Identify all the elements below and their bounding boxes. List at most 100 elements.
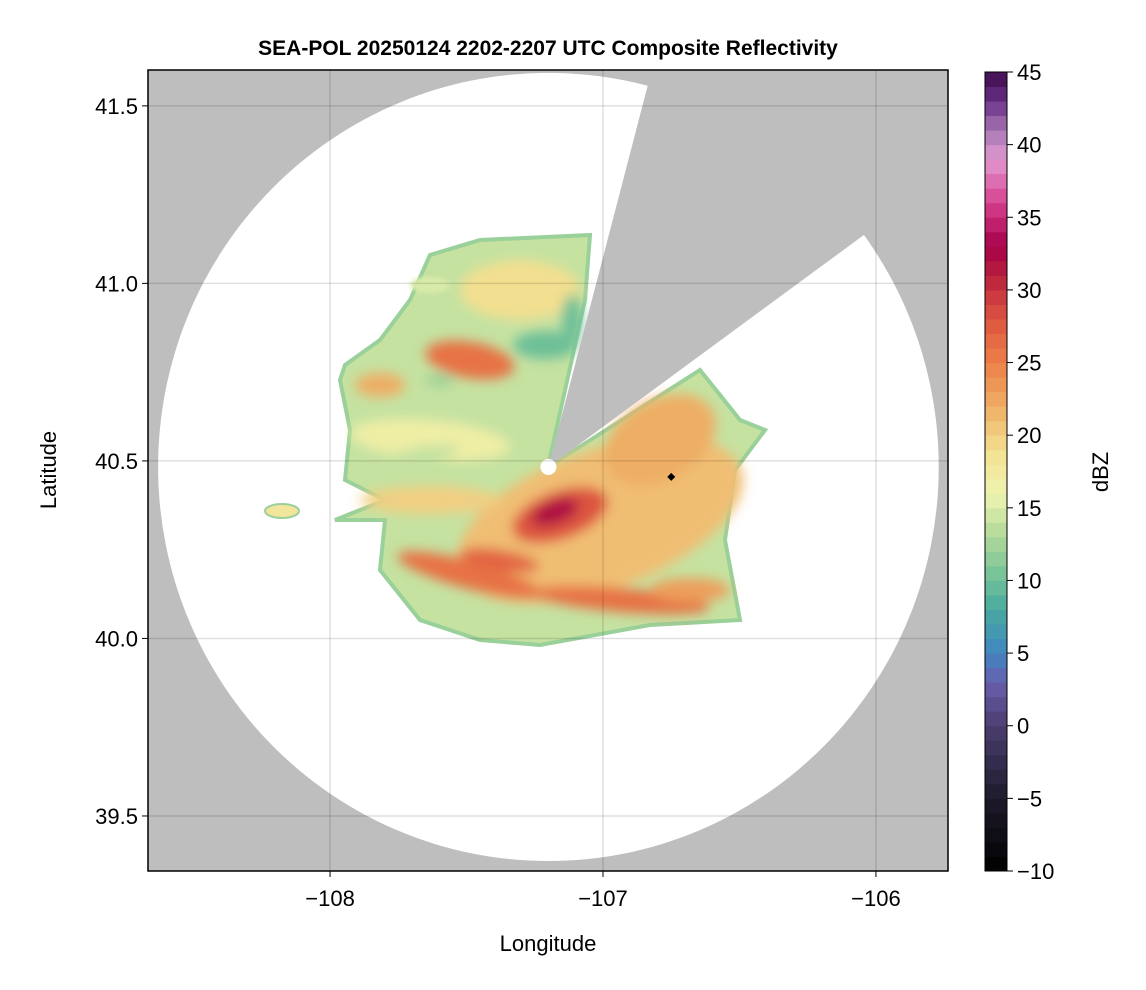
echo-cell [380, 444, 460, 466]
colorbar-segment [985, 653, 1007, 669]
radar-site [540, 458, 557, 475]
colorbar-segment [985, 624, 1007, 640]
colorbar-segment [985, 507, 1007, 523]
echo-intensity [350, 260, 743, 615]
blocked-sector [548, 70, 948, 467]
chart-title: SEA-POL 20250124 2202-2207 UTC Composite… [258, 37, 838, 60]
colorbar-segment [985, 391, 1007, 407]
colorbar-segment [985, 420, 1007, 436]
colorbar-segment [985, 406, 1007, 422]
colorbar-segment [985, 362, 1007, 378]
colorbar-segment [985, 827, 1007, 843]
colorbar-tick-label: −5 [1017, 786, 1042, 811]
colorbar-segment [985, 348, 1007, 364]
colorbar-segment [985, 188, 1007, 204]
colorbar-tick-label: 0 [1017, 714, 1029, 739]
colorbar-segment [985, 783, 1007, 799]
y-tick-label: 41.5 [95, 94, 138, 119]
plot-area [148, 70, 948, 871]
echo-isolated-cell [264, 503, 300, 519]
reflectivity-field [264, 232, 769, 648]
colorbar-tick-label: 25 [1017, 351, 1041, 376]
colorbar-tick-label: 35 [1017, 205, 1041, 230]
x-tick-label: −107 [578, 886, 628, 911]
colorbar-tick-label: 45 [1017, 60, 1041, 85]
colorbar-segment [985, 536, 1007, 552]
colorbar-segment [985, 304, 1007, 320]
colorbar-segment [985, 740, 1007, 756]
colorbar-segment [985, 377, 1007, 393]
echo-cell [350, 418, 510, 462]
colorbar-segment [985, 754, 1007, 770]
x-tick-label: −108 [305, 886, 355, 911]
colorbar-segment [985, 159, 1007, 175]
echo-cell [355, 373, 405, 397]
echo-cell [650, 578, 730, 602]
colorbar-segment [985, 580, 1007, 596]
colorbar-segment [985, 769, 1007, 785]
colorbar-segment [985, 594, 1007, 611]
y-tick-label: 40.0 [95, 626, 138, 651]
colorbar-segment [985, 275, 1007, 291]
y-tick-label: 40.5 [95, 449, 138, 474]
colorbar-segment [985, 522, 1007, 538]
colorbar-segment [985, 725, 1007, 741]
echo-cell [425, 340, 515, 380]
y-tick-label: 41.0 [95, 271, 138, 296]
colorbar-segment [985, 435, 1007, 451]
y-axis: 39.5 40.0 40.5 41.0 41.5 [95, 94, 148, 829]
colorbar-segment [985, 812, 1007, 828]
colorbar: −10 −5 0 5 10 15 20 25 30 35 40 45 [984, 60, 1054, 884]
colorbar-tick-label: 10 [1017, 568, 1041, 593]
colorbar-segment [985, 260, 1007, 276]
echo-cell [460, 547, 540, 573]
echo-cell [460, 260, 580, 320]
colorbar-label: dBZ [1088, 452, 1113, 492]
plot-frame [147, 69, 949, 872]
x-axis-label: Longitude [500, 931, 597, 956]
echo-cell [531, 497, 579, 527]
colorbar-segment [985, 202, 1007, 218]
colorbar-tick-label: 5 [1017, 641, 1029, 666]
echo-cell [425, 374, 455, 386]
colorbar-segment [985, 144, 1007, 160]
colorbar-segment [985, 333, 1007, 349]
echo-cell [397, 551, 543, 599]
colorbar-segment [985, 711, 1007, 727]
colorbar-segment [985, 86, 1007, 102]
echo-cell [530, 585, 710, 615]
colorbar-frame [984, 71, 1008, 872]
colorbar-segment [985, 101, 1007, 117]
echo-cell [360, 486, 500, 514]
colorbar-segment [985, 478, 1007, 494]
colorbar-segment [985, 551, 1007, 567]
colorbar-segment [985, 231, 1007, 247]
colorbar-segment [985, 493, 1007, 509]
colorbar-segment [985, 246, 1007, 262]
colorbar-tick-label: 30 [1017, 278, 1041, 303]
colorbar-tick-label: 20 [1017, 423, 1041, 448]
echo-cell [562, 294, 582, 346]
colorbar-segment [985, 130, 1007, 146]
colorbar-segment [985, 667, 1007, 683]
colorbar-segment [985, 696, 1007, 712]
colorbar-segment [985, 72, 1007, 88]
x-axis: −108 −107 −106 [305, 871, 901, 911]
colorbar-segment [985, 464, 1007, 480]
echo-isolated-cell [410, 277, 450, 293]
colorbar-segment [985, 565, 1007, 581]
y-axis-label: Latitude [36, 431, 61, 509]
colorbar-segment [985, 289, 1007, 305]
x-tick-label: −106 [851, 886, 901, 911]
colorbar-segment [985, 217, 1007, 233]
colorbar-segment [985, 173, 1007, 189]
colorbar-segment [985, 798, 1007, 814]
echo-cell [604, 394, 716, 486]
echo-cell [513, 331, 577, 359]
colorbar-segment [985, 638, 1007, 654]
colorbar-segment [985, 609, 1007, 625]
location-marker [667, 472, 676, 481]
colorbar-tick-label: 40 [1017, 133, 1041, 158]
colorbar-segment [985, 682, 1007, 698]
